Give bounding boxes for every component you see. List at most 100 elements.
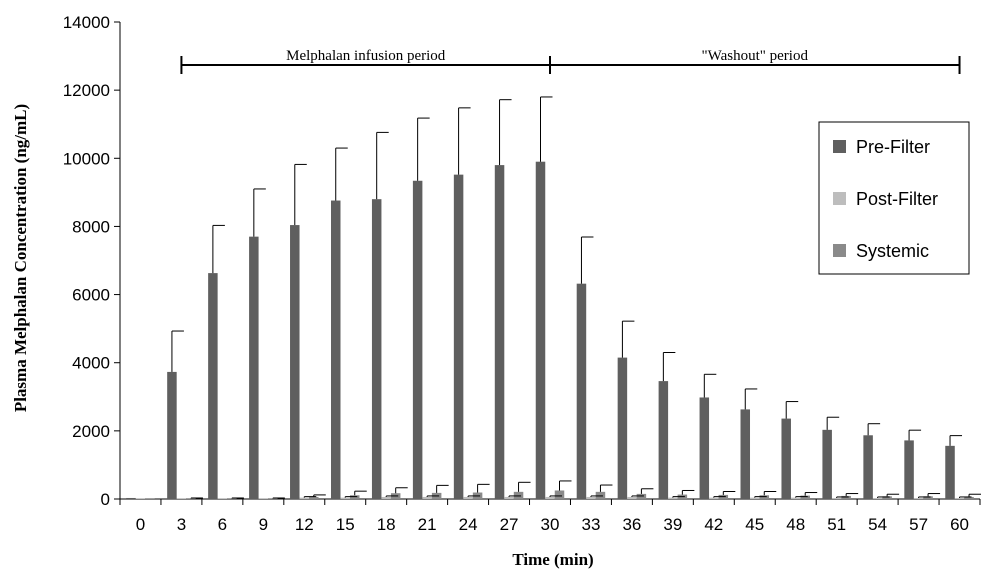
legend-swatch — [833, 140, 846, 153]
bar-post-filter — [422, 496, 432, 499]
bar-pre-filter — [740, 409, 751, 499]
bar-pre-filter — [494, 165, 505, 499]
bar-systemic — [964, 496, 974, 499]
bar-pre-filter — [699, 397, 710, 499]
bar-pre-filter — [167, 371, 177, 499]
legend: Pre-Filter Post-Filter Systemic — [818, 121, 970, 275]
bar-pre-filter — [781, 418, 791, 499]
bar-pre-filter — [576, 283, 587, 499]
bar-systemic — [268, 498, 278, 499]
bar-post-filter — [463, 496, 473, 499]
bar-post-filter — [340, 497, 350, 499]
y-tick-label: 4000 — [72, 354, 110, 373]
bar-post-filter — [299, 497, 310, 499]
legend-swatch — [833, 192, 846, 205]
x-tick-label: 30 — [541, 515, 560, 534]
bar-pre-filter — [945, 445, 955, 499]
bar-systemic — [923, 496, 933, 499]
bar-post-filter — [176, 498, 187, 499]
x-tick-label: 21 — [418, 515, 437, 534]
x-tick-label: 42 — [704, 515, 723, 534]
bar-post-filter — [135, 498, 146, 499]
bar-post-filter — [872, 497, 883, 499]
x-tick-label: 48 — [786, 515, 805, 534]
bar-pre-filter — [658, 381, 669, 499]
bar-systemic — [882, 496, 892, 499]
x-tick-label: 57 — [909, 515, 928, 534]
bar-post-filter — [954, 497, 965, 499]
x-tick-label: 54 — [868, 515, 887, 534]
bars — [126, 161, 974, 499]
bar-pre-filter — [904, 440, 914, 499]
bar-systemic — [513, 491, 524, 499]
bar-systemic — [759, 495, 770, 499]
bar-pre-filter — [330, 200, 341, 499]
bar-systemic — [145, 498, 155, 499]
bar-post-filter — [709, 497, 719, 499]
bar-pre-filter — [822, 429, 832, 499]
bar-post-filter — [545, 496, 555, 499]
y-tick-label: 2000 — [72, 422, 110, 441]
x-tick-label: 39 — [663, 515, 682, 534]
bar-systemic — [186, 498, 196, 499]
x-tick-label: 3 — [177, 515, 186, 534]
bar-systemic — [800, 495, 810, 499]
y-tick-label: 14000 — [63, 13, 110, 32]
bar-pre-filter — [371, 199, 382, 499]
bar-post-filter — [381, 496, 391, 499]
bar-pre-filter — [412, 180, 423, 499]
bar-pre-filter — [535, 161, 546, 499]
y-tick-label: 8000 — [72, 217, 110, 236]
legend-label: Post-Filter — [856, 189, 938, 209]
bar-pre-filter — [617, 357, 628, 499]
x-tick-label: 18 — [377, 515, 396, 534]
period-label: "Washout" period — [702, 48, 809, 64]
bar-systemic — [595, 491, 606, 499]
bar-post-filter — [504, 496, 514, 499]
y-axis-title: Plasma Melphalan Concentration (ng/mL) — [11, 104, 30, 412]
x-tick-label: 6 — [218, 515, 227, 534]
bar-post-filter — [258, 498, 269, 499]
bar-pre-filter — [249, 236, 259, 499]
y-tick-label: 10000 — [63, 149, 110, 168]
y-tick-label: 0 — [101, 490, 110, 509]
legend-label: Systemic — [856, 241, 929, 261]
bar-systemic — [841, 495, 851, 499]
bar-post-filter — [627, 496, 637, 499]
bar-pre-filter — [453, 174, 464, 499]
bar-post-filter — [586, 496, 596, 499]
bar-systemic — [349, 495, 360, 499]
bar-systemic — [309, 496, 319, 499]
x-tick-label: 27 — [500, 515, 519, 534]
x-tick-label: 9 — [259, 515, 268, 534]
bar-systemic — [227, 498, 237, 499]
bar-post-filter — [831, 497, 842, 499]
x-axis-title: Time (min) — [512, 550, 593, 569]
period-annotations: Melphalan infusion period "Washout" perio… — [180, 48, 961, 74]
bar-post-filter — [668, 497, 678, 499]
x-tick-label: 33 — [581, 515, 600, 534]
x-tick-label: 12 — [295, 515, 314, 534]
legend-swatch — [833, 244, 846, 257]
legend-label: Pre-Filter — [856, 137, 930, 157]
bar-post-filter — [750, 497, 760, 499]
error-bars — [171, 96, 981, 499]
bar-post-filter — [790, 497, 801, 499]
bar-systemic — [554, 490, 565, 499]
x-tick-label: 0 — [136, 515, 145, 534]
y-tick-label: 12000 — [63, 81, 110, 100]
x-tick-label: 60 — [950, 515, 969, 534]
bar-post-filter — [217, 498, 228, 499]
bar-pre-filter — [208, 273, 218, 499]
x-tick-label: 36 — [622, 515, 641, 534]
period-label: Melphalan infusion period — [286, 48, 446, 64]
x-tick-label: 45 — [745, 515, 764, 534]
bar-pre-filter — [126, 497, 136, 499]
bar-post-filter — [913, 497, 924, 499]
x-tick-label: 51 — [827, 515, 846, 534]
bar-systemic — [636, 493, 647, 499]
bar-pre-filter — [290, 225, 300, 499]
x-tick-label: 24 — [459, 515, 478, 534]
